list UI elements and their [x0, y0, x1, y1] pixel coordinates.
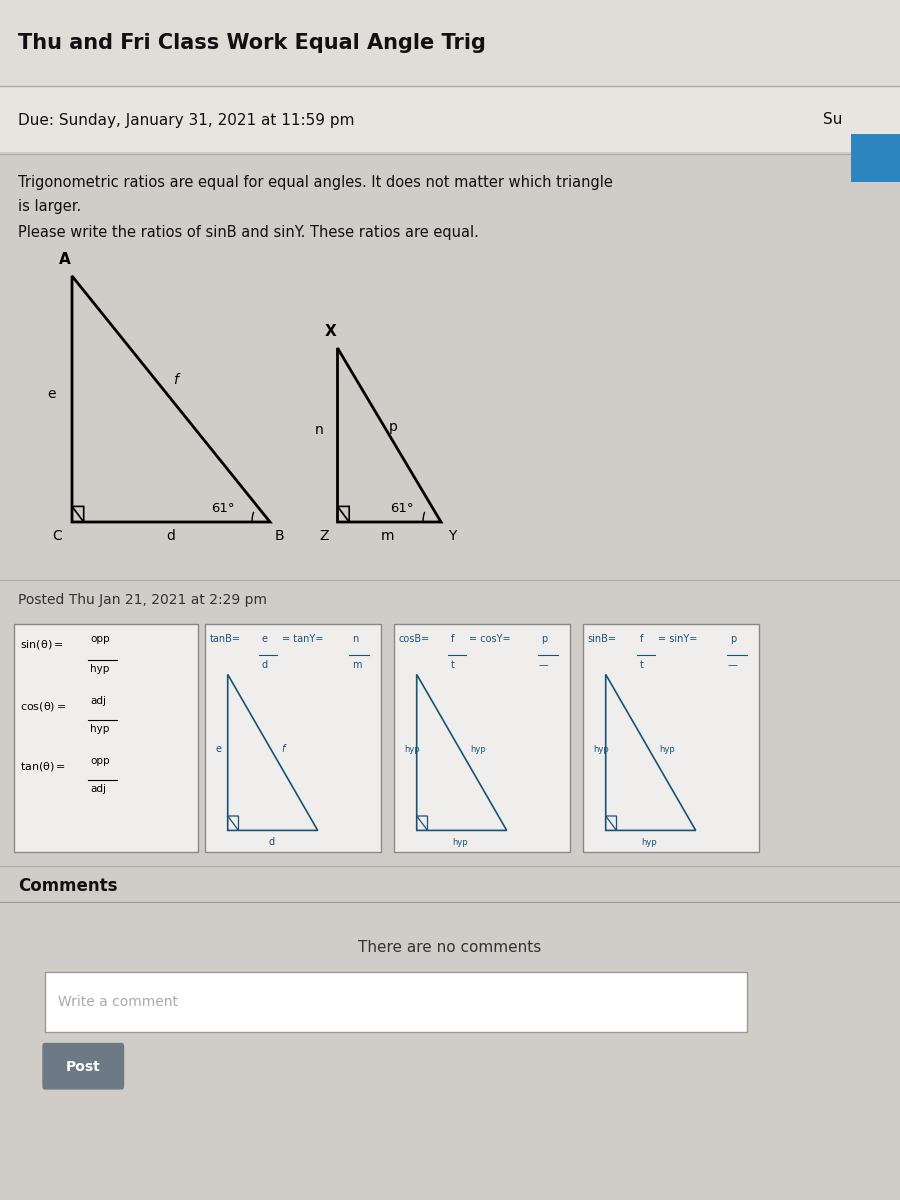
- Text: Please write the ratios of sinB and sinY. These ratios are equal.: Please write the ratios of sinB and sinY…: [18, 226, 479, 240]
- FancyBboxPatch shape: [850, 134, 900, 182]
- FancyBboxPatch shape: [42, 1043, 124, 1090]
- Text: d: d: [268, 836, 274, 847]
- Text: Post: Post: [66, 1060, 100, 1074]
- Text: $\mathregular{tan(\theta) = }$: $\mathregular{tan(\theta) = }$: [20, 760, 66, 773]
- Text: Su: Su: [824, 113, 843, 127]
- Text: opp: opp: [90, 756, 110, 766]
- Text: hyp: hyp: [404, 745, 419, 755]
- Text: p: p: [541, 634, 547, 643]
- Text: e: e: [262, 634, 268, 643]
- Text: n: n: [315, 424, 324, 437]
- Text: t: t: [640, 660, 644, 670]
- Text: f: f: [282, 744, 285, 755]
- FancyBboxPatch shape: [792, 86, 900, 152]
- Text: hyp: hyp: [593, 745, 608, 755]
- Text: hyp: hyp: [642, 838, 657, 847]
- Text: $\mathregular{cos(\theta) = }$: $\mathregular{cos(\theta) = }$: [20, 700, 67, 713]
- Text: e: e: [215, 744, 221, 755]
- Text: B: B: [274, 529, 284, 542]
- Text: 61°: 61°: [391, 503, 414, 516]
- Text: C: C: [52, 529, 61, 542]
- Text: Y: Y: [447, 529, 456, 542]
- Text: hyp: hyp: [453, 838, 468, 847]
- Text: X: X: [324, 324, 337, 338]
- Text: $\mathregular{sin(\theta) = }$: $\mathregular{sin(\theta) = }$: [20, 638, 64, 652]
- Text: d: d: [166, 529, 176, 542]
- Text: f: f: [451, 634, 454, 643]
- FancyBboxPatch shape: [45, 972, 747, 1032]
- Text: t: t: [451, 660, 454, 670]
- Text: hyp: hyp: [471, 745, 487, 755]
- Text: opp: opp: [90, 634, 110, 643]
- Text: f: f: [173, 373, 178, 386]
- Text: hyp: hyp: [660, 745, 675, 755]
- Text: Posted Thu Jan 21, 2021 at 2:29 pm: Posted Thu Jan 21, 2021 at 2:29 pm: [18, 593, 267, 607]
- Text: Comments: Comments: [18, 876, 118, 894]
- Text: adj: adj: [90, 696, 106, 706]
- Text: = cosY=: = cosY=: [469, 634, 510, 643]
- Text: There are no comments: There are no comments: [358, 941, 542, 955]
- FancyBboxPatch shape: [394, 624, 570, 852]
- Text: hyp: hyp: [90, 724, 110, 733]
- Text: Trigonometric ratios are equal for equal angles. It does not matter which triang: Trigonometric ratios are equal for equal…: [18, 175, 613, 190]
- Text: p: p: [389, 420, 398, 433]
- Text: —: —: [727, 660, 737, 670]
- Text: Due: Sunday, January 31, 2021 at 11:59 pm: Due: Sunday, January 31, 2021 at 11:59 p…: [18, 113, 355, 127]
- FancyBboxPatch shape: [583, 624, 759, 852]
- FancyBboxPatch shape: [14, 624, 198, 852]
- Text: Z: Z: [320, 529, 328, 542]
- Text: p: p: [730, 634, 736, 643]
- Text: —: —: [538, 660, 548, 670]
- Text: e: e: [47, 388, 56, 401]
- Text: adj: adj: [90, 784, 106, 793]
- Text: Thu and Fri Class Work Equal Angle Trig: Thu and Fri Class Work Equal Angle Trig: [18, 34, 486, 53]
- Text: m: m: [352, 660, 362, 670]
- Text: m: m: [380, 529, 394, 542]
- Text: tanB=: tanB=: [210, 634, 240, 643]
- FancyBboxPatch shape: [0, 0, 900, 86]
- Text: n: n: [352, 634, 358, 643]
- Text: Write a comment: Write a comment: [58, 995, 178, 1009]
- FancyBboxPatch shape: [0, 86, 792, 152]
- Text: is larger.: is larger.: [18, 199, 81, 214]
- Text: f: f: [640, 634, 644, 643]
- FancyBboxPatch shape: [205, 624, 381, 852]
- Text: = tanY=: = tanY=: [282, 634, 323, 643]
- Text: sinB=: sinB=: [588, 634, 617, 643]
- Text: = sinY=: = sinY=: [658, 634, 698, 643]
- Text: A: A: [58, 252, 71, 266]
- Text: 61°: 61°: [212, 503, 235, 516]
- Text: cosB=: cosB=: [399, 634, 430, 643]
- Text: d: d: [262, 660, 268, 670]
- Text: hyp: hyp: [90, 664, 110, 673]
